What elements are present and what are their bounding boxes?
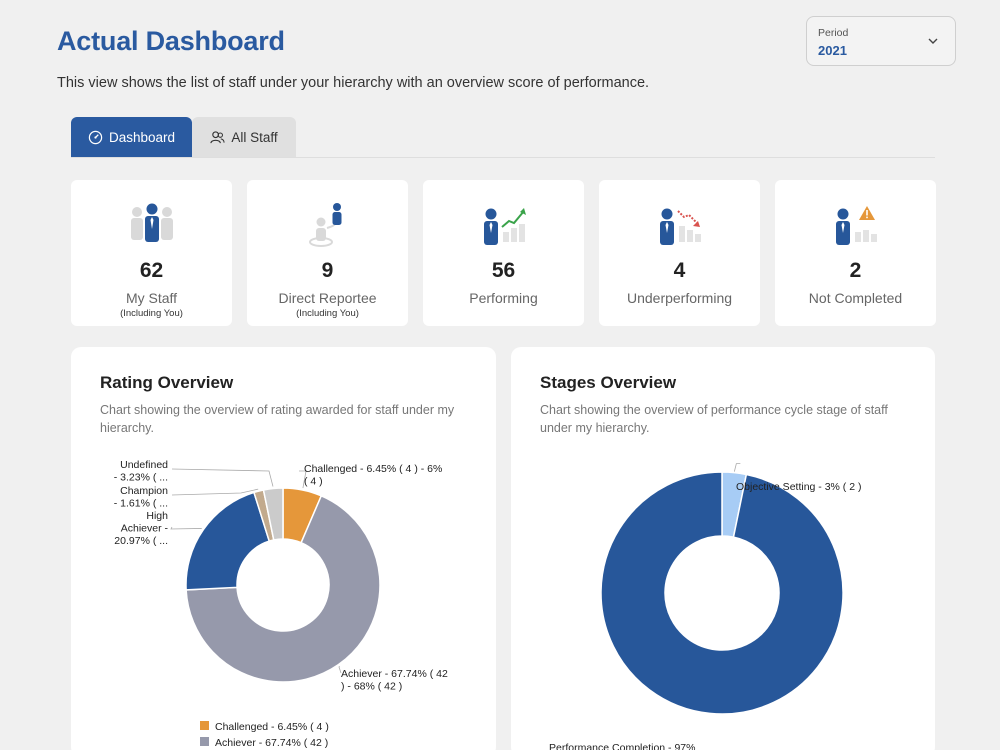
reportee-icon [308, 203, 341, 247]
stat-card-my-staff[interactable]: 62 My Staff (Including You) [71, 180, 232, 326]
period-value: 2021 [818, 43, 847, 58]
stat-card-underperforming[interactable]: 4 Underperforming [599, 180, 760, 326]
leader-champion [171, 488, 259, 496]
users-icon [210, 130, 225, 143]
label-performance-completion: Performance Completion - 97% [549, 742, 695, 750]
tab-all-staff[interactable]: All Staff [192, 117, 296, 157]
slice-achiever[interactable] [185, 494, 381, 683]
stat-value: 9 [321, 259, 334, 282]
leader-undefined [171, 468, 274, 487]
underperforming-icon [659, 208, 701, 245]
stat-value: 62 [139, 259, 164, 282]
stat-label: Performing [469, 290, 538, 306]
page-title: Actual Dashboard [57, 26, 285, 56]
legend-swatch-achiever [200, 737, 209, 746]
stat-value: 2 [849, 259, 862, 282]
stats-row: 62 My Staff (Including You) 9 Direct Rep… [71, 180, 936, 326]
stat-label: Underperforming [626, 290, 733, 306]
label-challenged: Challenged - 6.45% ( 4 ) - 6%( 4 ) [304, 463, 442, 488]
stat-label: Not Completed [808, 290, 903, 306]
stat-value: 4 [673, 259, 686, 282]
stat-sublabel: (Including You) [120, 308, 183, 319]
period-select[interactable]: Period 2021 [806, 16, 956, 66]
leader-high-achiever [170, 526, 202, 530]
stat-card-direct-reportee[interactable]: 9 Direct Reportee (Including You) [247, 180, 408, 326]
label-high-achiever: High Achiever -20.97% ( ... [114, 510, 168, 547]
stat-sublabel: (Including You) [296, 308, 359, 319]
label-achiever: Achiever - 67.74% ( 42) - 68% ( 42 ) [341, 668, 448, 693]
stages-overview-title: Stages Overview [540, 373, 677, 392]
legend-label-achiever: Achiever - 67.74% ( 42 ) [215, 737, 328, 749]
leader-achiever [338, 666, 342, 674]
legend-label-challenged: Challenged - 6.45% ( 4 ) [215, 721, 329, 733]
rating-overview-title: Rating Overview [100, 373, 234, 392]
tab-all-staff-label: All Staff [231, 129, 278, 145]
gauge-icon [88, 130, 103, 144]
label-undefined: Undefined - 3.23% ( ... [114, 459, 168, 484]
chevron-down-icon [928, 38, 938, 44]
period-label: Period [818, 27, 849, 39]
page-subtitle: This view shows the list of staff under … [57, 75, 650, 91]
tab-dashboard[interactable]: Dashboard [71, 117, 192, 157]
rating-overview-panel: Rating Overview Chart showing the overvi… [71, 347, 496, 750]
team-icon [130, 203, 173, 242]
label-champion: Champion - 1.61% ( ... [114, 485, 168, 510]
stat-value: 56 [491, 259, 516, 282]
tab-bar: Dashboard All Staff [71, 117, 296, 157]
stat-card-not-completed[interactable]: 2 Not Completed [775, 180, 936, 326]
leader-challenged [299, 470, 307, 489]
stat-label: My Staff [125, 290, 178, 306]
stages-donut-chart: Objective Setting - 3% ( 2 ) Performance … [549, 463, 861, 750]
stages-overview-description: Chart showing the overview of performanc… [540, 403, 888, 435]
tab-dashboard-label: Dashboard [108, 129, 176, 145]
legend-swatch-challenged [200, 721, 209, 730]
label-objective-setting: Objective Setting - 3% ( 2 ) [736, 481, 861, 493]
slice-undefined[interactable] [262, 487, 284, 541]
slice-performance-completion[interactable] [600, 471, 844, 715]
performing-icon [483, 208, 526, 245]
tab-divider [71, 157, 935, 158]
rating-donut-chart: Challenged - 6.45% ( 4 ) - 6%( 4 ) Achiev… [114, 459, 448, 749]
slice-high-achiever[interactable] [185, 491, 271, 591]
rating-overview-description: Chart showing the overview of rating awa… [100, 403, 455, 435]
stat-label: Direct Reportee [278, 290, 377, 306]
leader-objective-setting [733, 463, 741, 472]
stages-overview-panel: Stages Overview Chart showing the overvi… [511, 347, 935, 750]
not-completed-icon [835, 206, 877, 245]
stat-card-performing[interactable]: 56 Performing [423, 180, 584, 326]
